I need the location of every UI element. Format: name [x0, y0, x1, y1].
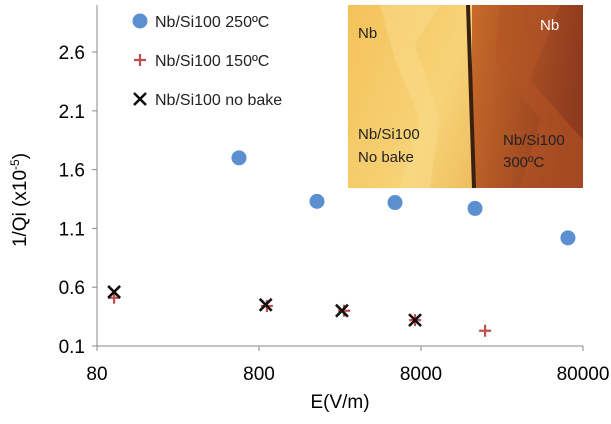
- y-tick-label: 1.6: [59, 161, 85, 182]
- chart: NbNbNb/Si100No bakeNb/Si100300ºC E(V/m) …: [0, 0, 611, 419]
- point: [260, 299, 272, 311]
- point: [479, 325, 491, 337]
- y-tick-label: 2.1: [59, 102, 85, 123]
- inset-label: Nb: [540, 17, 559, 34]
- point: [338, 305, 350, 317]
- legend-label: Nb/Si100 no bake: [155, 92, 282, 109]
- y-tick-label: 2.6: [59, 43, 85, 64]
- legend-label: Nb/Si100 250ºC: [155, 14, 269, 31]
- inset-label: Nb/Si100: [358, 126, 420, 143]
- inset-label: Nb: [358, 25, 377, 42]
- inset-label: 300ºC: [503, 154, 545, 171]
- legend-marker: [134, 93, 146, 105]
- y-label-part: 1/Qi (x10: [10, 170, 31, 247]
- point: [231, 150, 246, 165]
- y-tick-label: 0.1: [59, 337, 85, 358]
- y-tick-label: 0.6: [59, 278, 85, 299]
- legend-marker: [133, 14, 148, 29]
- x-tick-label: 8000: [400, 364, 442, 385]
- y-label-sup: -5: [8, 159, 22, 170]
- x-tick-label: 80: [86, 364, 107, 385]
- x-axis-label: E(V/m): [310, 392, 369, 413]
- x-tick-label: 80000: [557, 364, 610, 385]
- inset-label: Nb/Si100: [503, 132, 565, 149]
- inset-label: No bake: [358, 149, 414, 166]
- page: {"chart_data": {"type": "scatter", "xlab…: [0, 0, 611, 424]
- y-tick-label: 1.1: [59, 219, 85, 240]
- point: [560, 230, 575, 245]
- point: [309, 194, 324, 209]
- legend-label: Nb/Si100 150ºC: [155, 53, 269, 70]
- y-axis-label: 1/Qi (x10-5): [8, 153, 31, 247]
- point: [468, 201, 483, 216]
- legend-marker: [134, 54, 146, 66]
- point: [388, 195, 403, 210]
- x-tick-label: 800: [243, 364, 275, 385]
- y-label-part: ): [10, 153, 31, 159]
